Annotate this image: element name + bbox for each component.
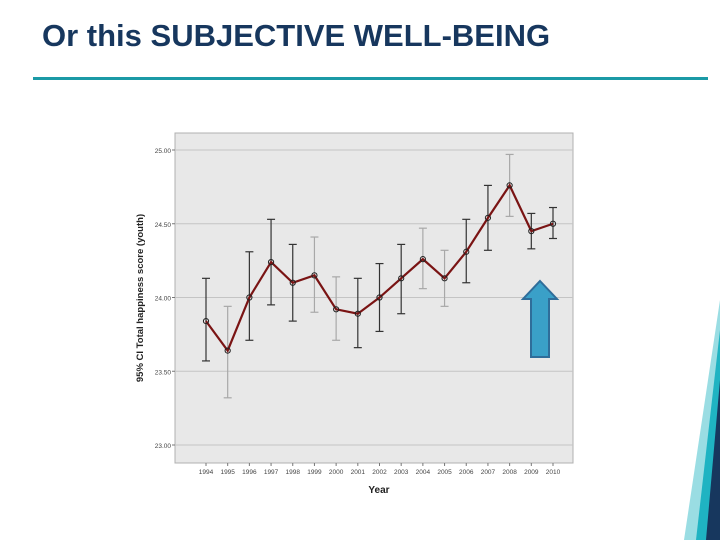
corner-decoration [0, 0, 720, 540]
